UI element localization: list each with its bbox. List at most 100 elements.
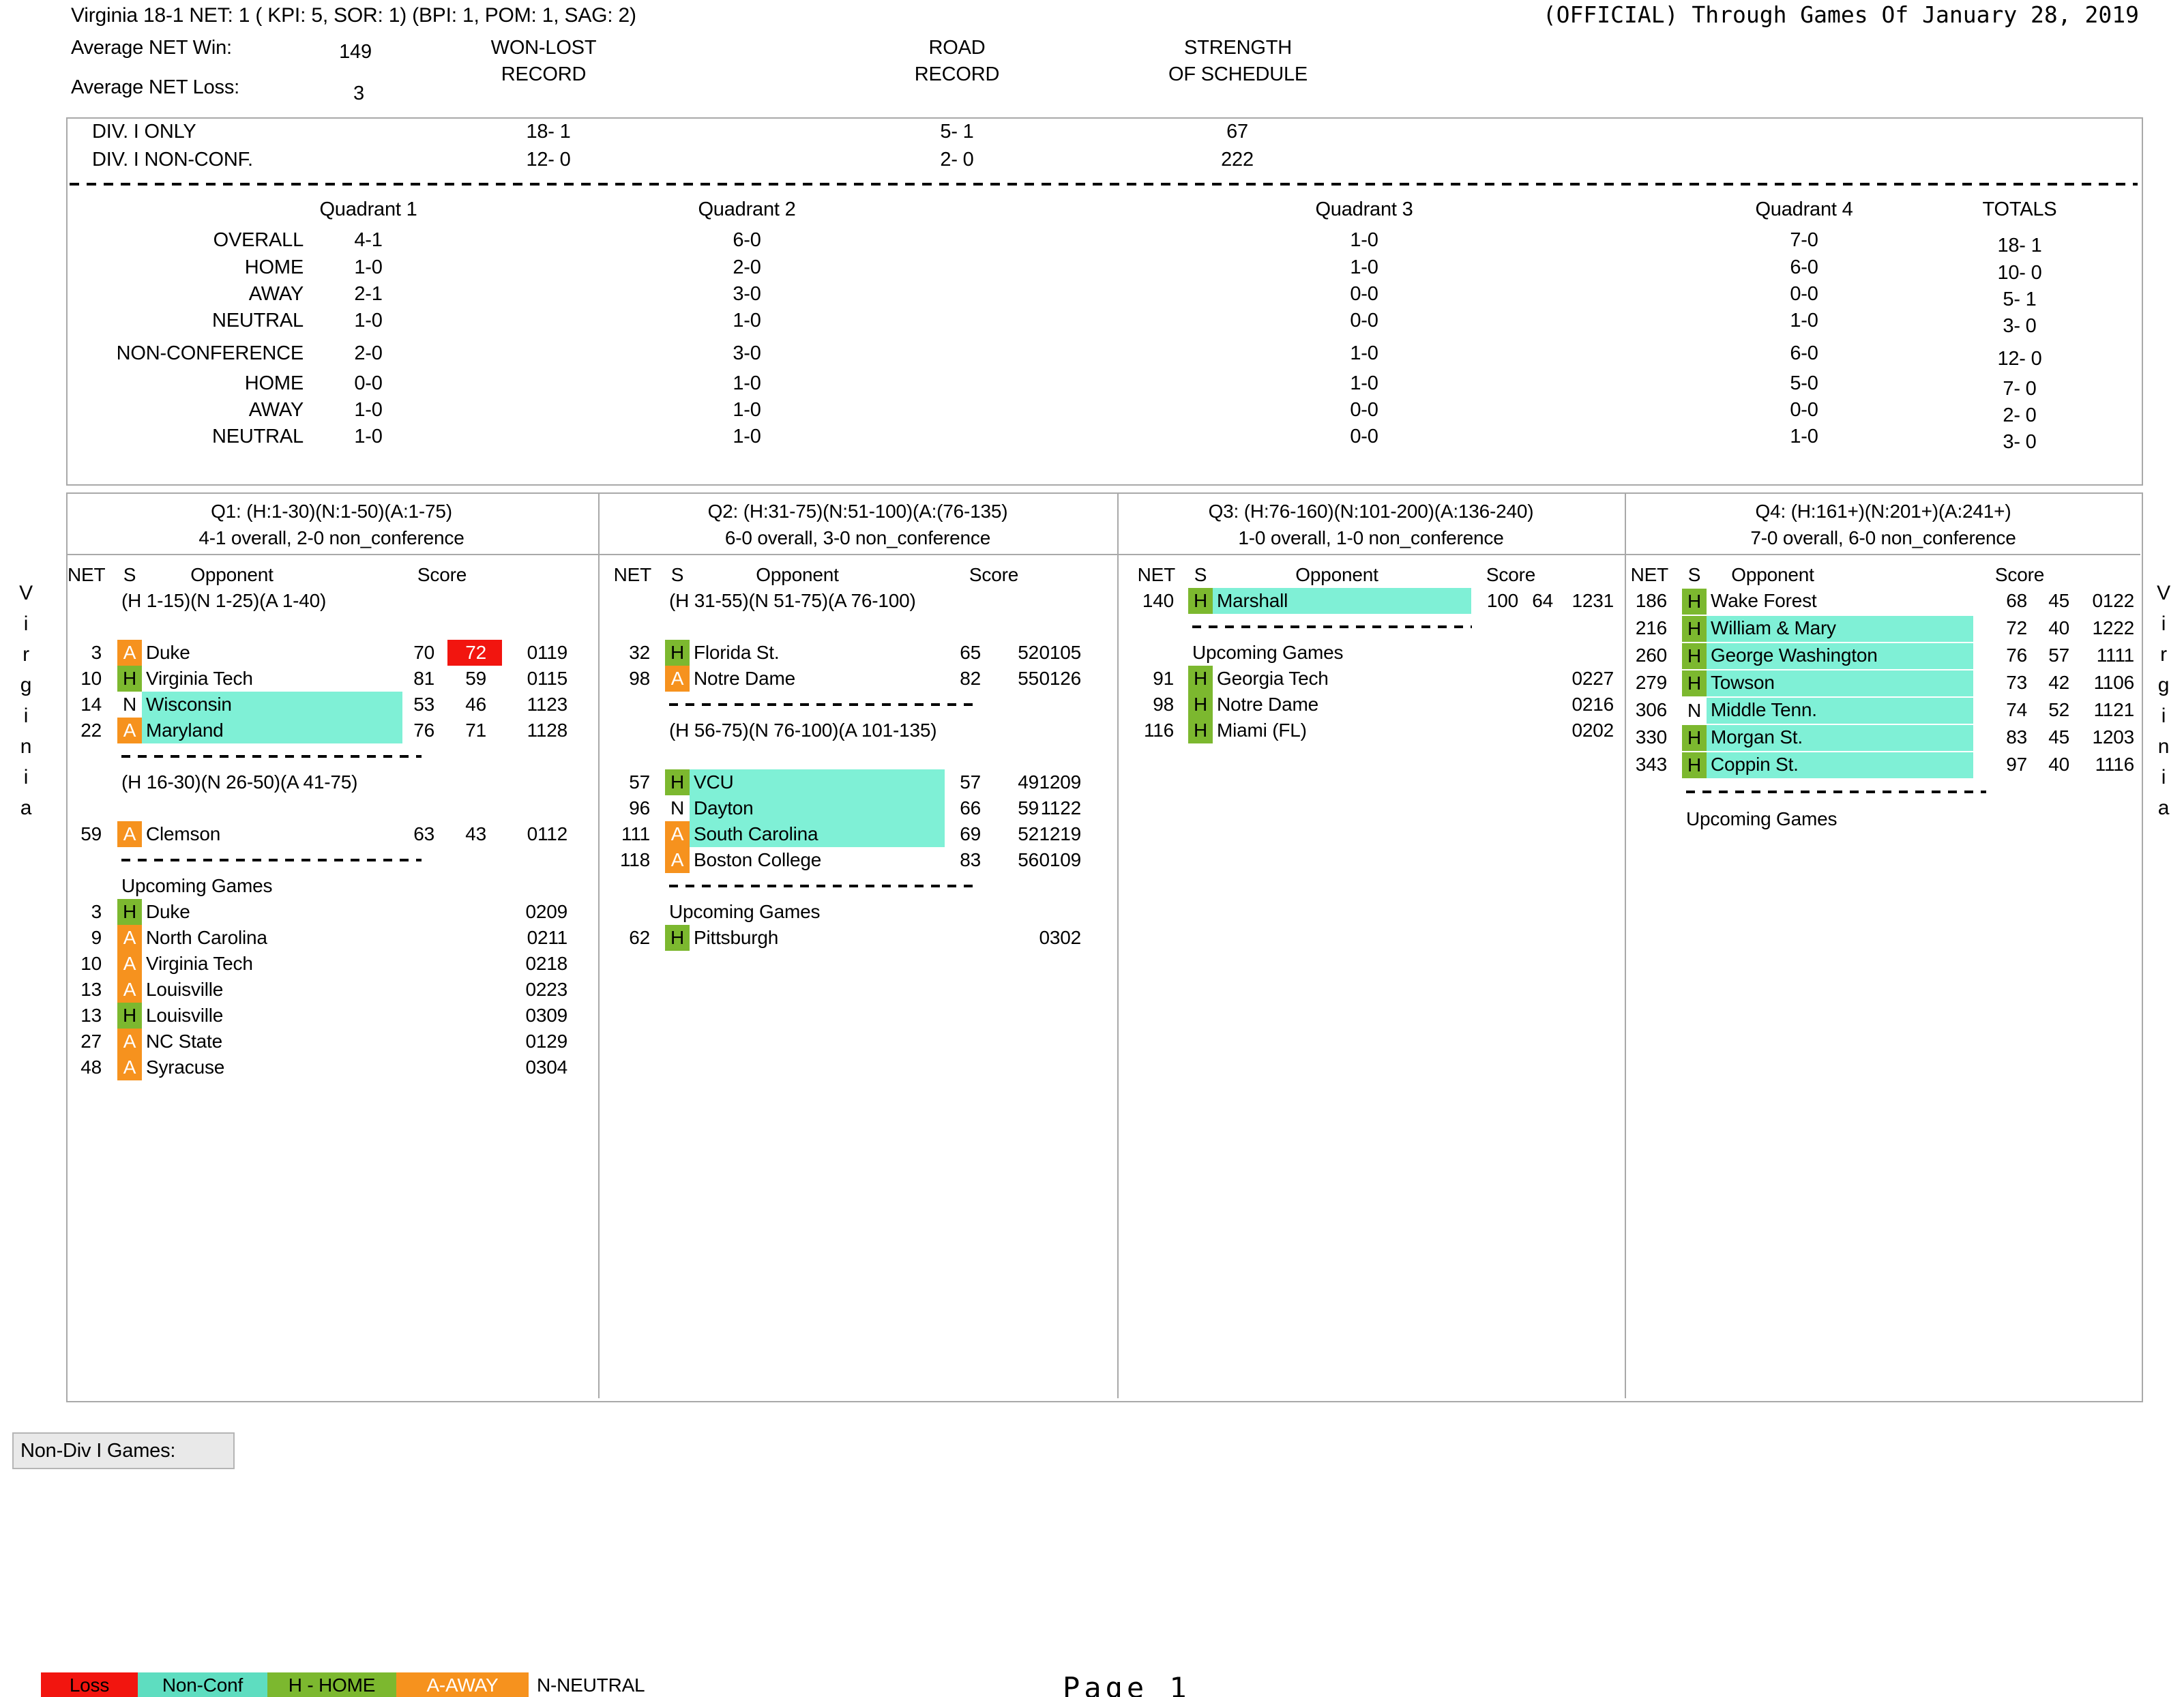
legend-item-loss: Loss (41, 1672, 138, 1697)
net-rank: 116 (1143, 720, 1174, 741)
site-badge: A (665, 821, 690, 847)
upcoming-row: 9 A North Carolina 0211 (66, 925, 597, 951)
team-score: 97 (2006, 754, 2027, 775)
upcoming-header: Upcoming Games (1686, 808, 1838, 829)
legend-item-n-neutral: N-NEUTRAL (537, 1674, 645, 1696)
non-conf-highlight (1213, 588, 1471, 614)
game-date: 1121 (2093, 699, 2135, 720)
net-rank: 32 (629, 642, 650, 663)
official-date: (OFFICIAL) Through Games Of January 28, … (1542, 1, 2139, 28)
quadrant-cell: 0-0 (354, 372, 383, 394)
game-date: 1122 (1040, 797, 1082, 818)
upcoming-row: 13 A Louisville 0223 (66, 977, 597, 1003)
game-row: 96 N Dayton 66 59 1122 (600, 795, 1116, 821)
quadrant-cell: 7- 0 (2003, 378, 2037, 400)
opponent-score: 43 (465, 823, 486, 844)
side-letter: V (2157, 582, 2170, 604)
dashed-separator-row (1626, 779, 2140, 806)
opponent-name: Middle Tenn. (1711, 699, 1817, 720)
net-rank: 98 (629, 668, 650, 689)
band-label: (H 1-15)(N 1-25)(A 1-40) (121, 590, 327, 611)
dashed-divider (70, 183, 2138, 186)
upcoming-header-row: Upcoming Games (600, 899, 1116, 925)
dashed-separator (1192, 625, 1472, 628)
legend-item-a-away: A-AWAY (396, 1672, 529, 1697)
opponent-score: 45 (2048, 726, 2069, 748)
quadrant-cell: 0-0 (1790, 399, 1818, 421)
panel-record: 1-0 overall, 1-0 non_conference (1238, 527, 1504, 548)
opponent-name: Virginia Tech (146, 668, 253, 689)
net-rank: 118 (619, 849, 650, 870)
game-row: 186 H Wake Forest 68 45 0122 (1626, 588, 2140, 615)
non-conf-highlight (690, 795, 945, 821)
site-badge: A (117, 1054, 142, 1080)
quadrant-row-label: OVERALL (213, 229, 304, 251)
opponent-score: 42 (2048, 672, 2069, 693)
site-badge: H (1682, 616, 1707, 642)
quadrant-col-header: Quadrant 2 (698, 198, 796, 220)
upcoming-row: 27 A NC State 0129 (66, 1029, 597, 1054)
opponent-name: Miami (FL) (1217, 720, 1307, 741)
non-conf-highlight (690, 821, 945, 847)
opponent-name: Maryland (146, 720, 224, 741)
game-date: 0227 (1571, 668, 1614, 689)
panel-title: Q4: (H:161+)(N:201+)(A:241+) (1755, 501, 2011, 522)
opponent-score: 52 (1018, 642, 1039, 663)
net-rank: 14 (80, 694, 102, 715)
non-conf-highlight (1707, 725, 1973, 751)
site-badge: H (665, 925, 690, 951)
team-score: 82 (960, 668, 981, 689)
quadrant-cell: 0-0 (1350, 310, 1378, 331)
panel-record: 7-0 overall, 6-0 non_conference (1750, 527, 2016, 548)
opponent-name: South Carolina (694, 823, 818, 844)
division-row-label: DIV. I ONLY (92, 121, 196, 143)
site-badge: H (1188, 588, 1213, 614)
quadrant-cell: 5-0 (1790, 372, 1818, 394)
opponent-name: Louisville (146, 979, 224, 1000)
quadrant-cell: 3-0 (733, 283, 761, 305)
quadrant-col-header: TOTALS (1982, 198, 2057, 220)
site-badge: H (117, 666, 142, 692)
upcoming-header: Upcoming Games (121, 875, 273, 896)
quadrant-cell: 2-0 (733, 256, 761, 278)
quadrant-row-label: HOME (244, 256, 304, 278)
quadrant-col-header: Quadrant 3 (1315, 198, 1413, 220)
quadrant-cell: 1-0 (1350, 256, 1378, 278)
game-date: 1209 (1039, 771, 1082, 793)
upcoming-row: 48 A Syracuse 0304 (66, 1054, 597, 1080)
upcoming-row: 62 H Pittsburgh 0302 (600, 925, 1116, 951)
game-row: 279 H Towson 73 42 1106 (1626, 670, 2140, 697)
game-row: 14 N Wisconsin 53 46 1123 (66, 692, 597, 718)
site-badge: H (1682, 643, 1707, 669)
opponent-score: 45 (2048, 590, 2069, 611)
net-rank: 186 (1635, 590, 1667, 611)
site-badge: A (117, 821, 142, 847)
game-date: 1219 (1039, 823, 1082, 844)
game-row: 3 A Duke 70 72 0119 (66, 640, 597, 666)
upcoming-header-row: Upcoming Games (1119, 640, 1623, 666)
non-div-games-label: Non-Div I Games: (12, 1432, 235, 1469)
site-badge: A (117, 951, 142, 977)
opponent-score: 57 (2048, 645, 2069, 666)
side-letter: g (2157, 674, 2170, 696)
team-score: 76 (413, 720, 434, 741)
quadrant-cell: 1-0 (733, 310, 761, 331)
panel-divider-1 (598, 494, 600, 1398)
band-label-row: (H 56-75)(N 76-100)(A 101-135) (600, 718, 1116, 743)
opponent-score: 72 (465, 642, 486, 663)
site-badge: H (1188, 718, 1213, 743)
dashed-separator-row (66, 743, 597, 769)
opponent-score: 52 (1018, 823, 1039, 844)
game-date: 1203 (2092, 726, 2135, 748)
opponent-name: Virginia Tech (146, 953, 253, 974)
quadrant-cell: 1-0 (733, 372, 761, 394)
opponent-name: Wake Forest (1711, 590, 1817, 611)
quadrant-cell: 1-0 (1350, 372, 1378, 394)
side-letter: i (2161, 705, 2166, 727)
blank-row (600, 614, 1116, 640)
dashed-separator (121, 859, 422, 861)
avg-net-win-value: 149 (339, 41, 372, 63)
division-row-label: DIV. I NON-CONF. (92, 149, 253, 171)
opponent-score: 55 (1018, 668, 1039, 689)
side-letter: g (20, 674, 32, 696)
